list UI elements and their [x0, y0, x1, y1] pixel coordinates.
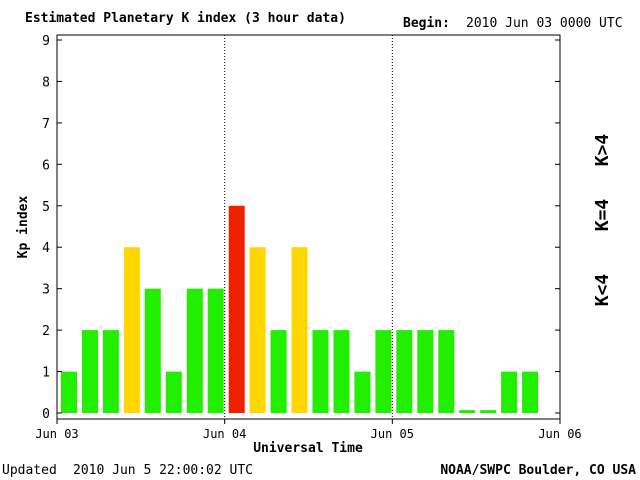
kp-bar [291, 247, 308, 413]
kp-bar [144, 288, 161, 413]
kp-bar [207, 288, 224, 413]
y-tick-label: 0 [42, 407, 50, 422]
plot-frame [56, 34, 561, 420]
y-tick-label: 1 [42, 366, 50, 381]
kp-bar [123, 247, 140, 413]
kp-bar [501, 371, 518, 413]
updated-value: 2010 Jun 5 22:00:02 UTC [73, 463, 253, 478]
kp-bars [61, 205, 539, 413]
kp-bar [459, 410, 476, 413]
source-credit: NOAA/SWPC Boulder, CO USA [440, 463, 636, 478]
y-tick-label: 8 [42, 75, 50, 90]
kp-bar [438, 330, 455, 413]
y-tick-label: 7 [42, 117, 50, 132]
legend-equal-label: K=4 [592, 199, 613, 232]
y-tick-label: 9 [42, 34, 50, 49]
kp-bar [312, 330, 329, 413]
kp-bar [270, 330, 287, 413]
x-axis-ticks: Jun 03 Jun 04 Jun 05 Jun 06 [35, 419, 582, 441]
y-tick-label: 3 [42, 283, 50, 298]
kp-bar [186, 288, 203, 413]
kp-bar [61, 371, 77, 413]
y-axis-ticks: 0 1 2 3 4 5 6 7 8 9 [42, 34, 560, 422]
begin-label: Begin: [403, 16, 450, 31]
kp-bar [333, 330, 350, 413]
legend-low-label: K<4 [592, 274, 613, 307]
kp-bar [396, 330, 413, 413]
kp-bar [82, 330, 98, 413]
x-tick-label: Jun 04 [203, 427, 246, 441]
day-dividers [224, 35, 393, 419]
legend-high-label: K>4 [592, 134, 613, 167]
x-tick-label: Jun 05 [371, 427, 414, 441]
y-tick-label: 2 [42, 324, 50, 339]
y-axis-label: Kp index [16, 196, 31, 259]
y-tick-label: 6 [42, 158, 50, 173]
x-tick-label: Jun 03 [35, 427, 78, 441]
kp-bar [102, 330, 119, 413]
kp-bar [354, 371, 371, 413]
kp-bar [249, 247, 266, 413]
kp-bar [165, 371, 182, 413]
kp-bar [228, 205, 245, 413]
chart-title: Estimated Planetary K index (3 hour data… [25, 11, 346, 26]
kp-bar [375, 330, 392, 413]
y-tick-label: 4 [42, 241, 50, 256]
updated-label: Updated [2, 463, 57, 478]
x-tick-label: Jun 06 [538, 427, 581, 441]
begin-value: 2010 Jun 03 0000 UTC [466, 16, 623, 31]
x-axis-label: Universal Time [253, 441, 363, 456]
kp-bar [417, 330, 434, 413]
kp-bar [480, 410, 497, 413]
kp-bar [522, 371, 539, 413]
y-tick-label: 5 [42, 200, 50, 215]
